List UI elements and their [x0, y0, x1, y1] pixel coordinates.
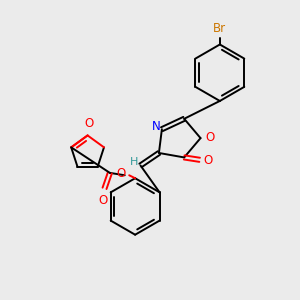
Text: O: O	[206, 131, 215, 144]
Text: O: O	[116, 167, 125, 180]
Text: O: O	[99, 194, 108, 207]
Text: N: N	[152, 120, 160, 133]
Text: O: O	[84, 117, 94, 130]
Text: Br: Br	[213, 22, 226, 35]
Text: O: O	[204, 154, 213, 167]
Text: H: H	[130, 158, 139, 167]
